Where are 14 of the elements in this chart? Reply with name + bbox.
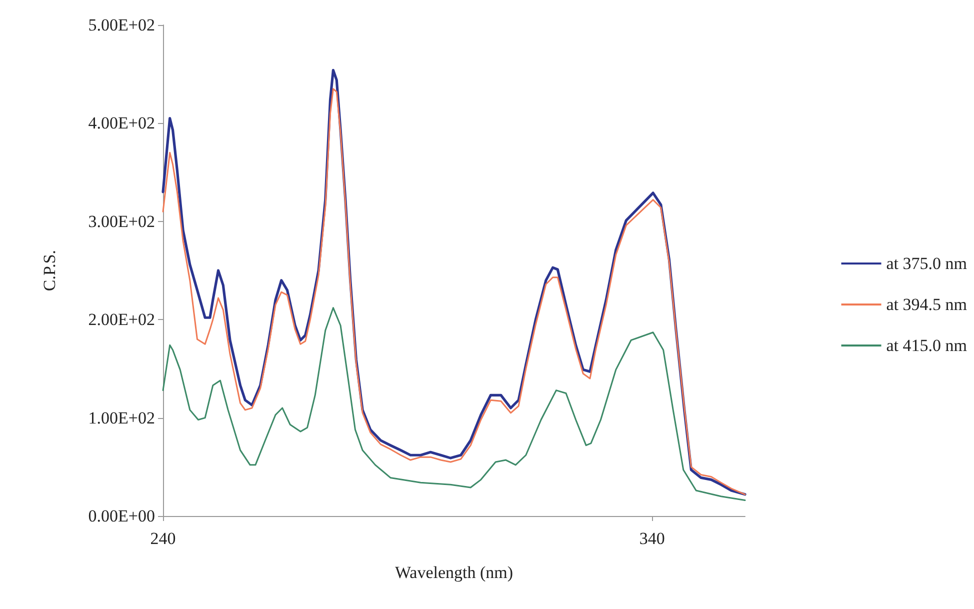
y-axis-title: C.P.S. xyxy=(40,250,59,292)
x-tick-label: 240 xyxy=(150,529,176,548)
x-tick-label: 340 xyxy=(639,529,665,548)
y-tick-label: 3.00E+02 xyxy=(88,212,155,231)
y-tick-label: 0.00E+00 xyxy=(88,506,155,526)
line-series xyxy=(162,307,746,502)
y-tick-label: 4.00E+02 xyxy=(88,114,155,133)
legend-label: at 394.5 nm xyxy=(886,295,968,314)
y-tick-label: 5.00E+02 xyxy=(88,16,155,34)
x-axis-title: Wavelength (nm) xyxy=(394,563,514,582)
legend-label: at 375.0 nm xyxy=(886,254,968,273)
y-tick-label: 1.00E+02 xyxy=(88,408,155,428)
legend-label: at 415.0 nm xyxy=(886,336,968,355)
y-tick-label: 2.00E+02 xyxy=(88,310,155,330)
